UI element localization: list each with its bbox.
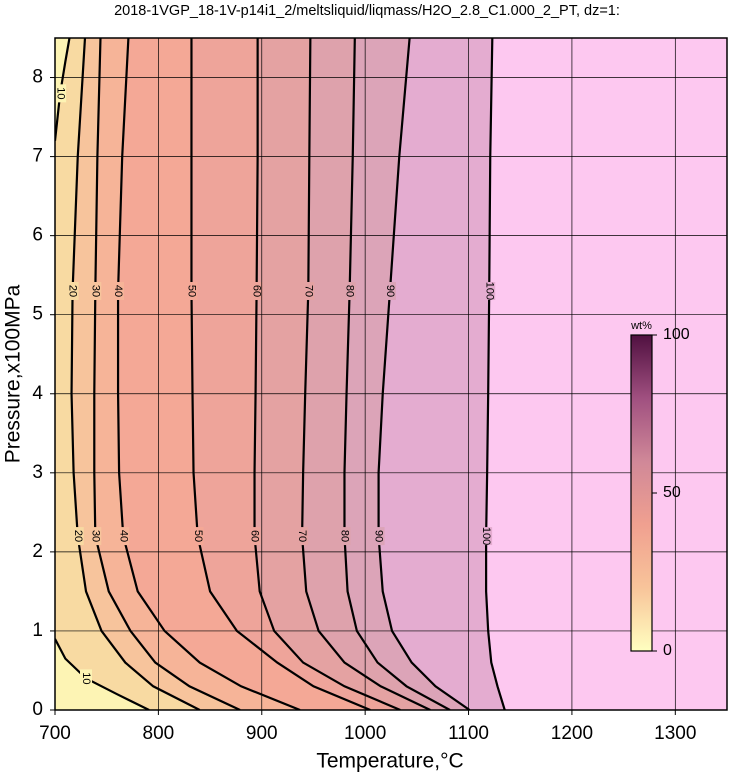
- contour-label-bg: [89, 527, 102, 546]
- contour-label: 100: [480, 527, 492, 545]
- y-tick-label: 1: [32, 620, 43, 641]
- contour-label-bg: [80, 669, 93, 688]
- x-tick-label: 1000: [344, 723, 386, 744]
- contour-label-bg: [383, 281, 396, 300]
- contour-label-bg: [248, 527, 261, 546]
- contour-label: 70: [302, 285, 314, 297]
- contour-label-bg: [343, 281, 356, 300]
- x-tick-label: 1100: [448, 723, 489, 744]
- contour-label-bg: [66, 281, 79, 300]
- contour-label: 90: [384, 285, 396, 297]
- y-tick-label: 5: [32, 304, 43, 325]
- contour-fill: [55, 38, 200, 710]
- contour-label-bg: [89, 281, 102, 300]
- contour-label-bg: [250, 281, 263, 300]
- contour-fill: [55, 38, 371, 710]
- contour-label-bg: [302, 281, 315, 300]
- contour-label: 60: [251, 285, 263, 297]
- colorbar-tick-label: 100: [663, 326, 690, 343]
- contour-fill: [55, 38, 301, 710]
- chart-title: 2018-1VGP_18-1V-p14i1_2/meltsliquid/liqm…: [114, 3, 620, 19]
- contour-label: 40: [112, 285, 124, 297]
- y-tick-label: 7: [32, 146, 43, 167]
- colorbar-label: wt%: [630, 320, 652, 332]
- x-tick-label: 700: [39, 723, 71, 744]
- contour-label: 40: [117, 530, 129, 542]
- contour-label: 70: [296, 530, 308, 542]
- contour-label: 10: [54, 87, 66, 99]
- contour-label-bg: [483, 281, 496, 300]
- contour-label-bg: [480, 527, 493, 546]
- contour-label-bg: [117, 527, 130, 546]
- contour-label: 10: [80, 672, 92, 684]
- plot-area: 1001009090808070706060505040403030202010…: [54, 38, 727, 710]
- y-tick-label: 6: [32, 225, 43, 246]
- contour-label: 80: [344, 285, 356, 297]
- y-axis-label: Pressure,x100MPa: [2, 284, 25, 463]
- contour-label-bg: [296, 527, 309, 546]
- y-tick-label: 4: [32, 383, 43, 404]
- x-tick-label: 1200: [551, 723, 593, 744]
- contour-label-bg: [55, 84, 67, 103]
- contour-label: 80: [339, 530, 351, 542]
- colorbar-tick-label: 0: [663, 642, 672, 659]
- x-tick-label: 1300: [654, 723, 696, 744]
- y-tick-label: 3: [32, 462, 43, 483]
- contour-label-bg: [185, 281, 198, 300]
- contour-fill: [55, 38, 70, 141]
- x-tick-label: 800: [143, 723, 175, 744]
- contour-label-bg: [112, 281, 125, 300]
- contour-label-bg: [372, 527, 385, 546]
- x-tick-label: 900: [246, 723, 278, 744]
- contour-label: 90: [373, 530, 385, 542]
- contour-label: 30: [89, 530, 101, 542]
- y-tick-label: 0: [32, 699, 43, 720]
- contour-label: 20: [72, 530, 84, 542]
- contour-label: 50: [186, 285, 198, 297]
- contour-label-bg: [71, 527, 84, 546]
- contour-label-bg: [338, 527, 351, 546]
- plot-frame: [54, 37, 728, 711]
- contour-label: 60: [249, 530, 261, 542]
- colorbar: [630, 334, 653, 652]
- contour-label: 30: [89, 285, 101, 297]
- y-tick-label: 8: [32, 67, 43, 88]
- y-tick-label: 2: [32, 541, 43, 562]
- colorbar-tick-label: 50: [663, 484, 681, 501]
- contour-label: 20: [67, 285, 79, 297]
- contour-label-bg: [191, 527, 204, 546]
- contour-label: 100: [483, 282, 495, 300]
- contour-label: 50: [192, 530, 204, 542]
- contour-fill: [55, 638, 150, 710]
- x-axis-label: Temperature,°C: [316, 750, 463, 773]
